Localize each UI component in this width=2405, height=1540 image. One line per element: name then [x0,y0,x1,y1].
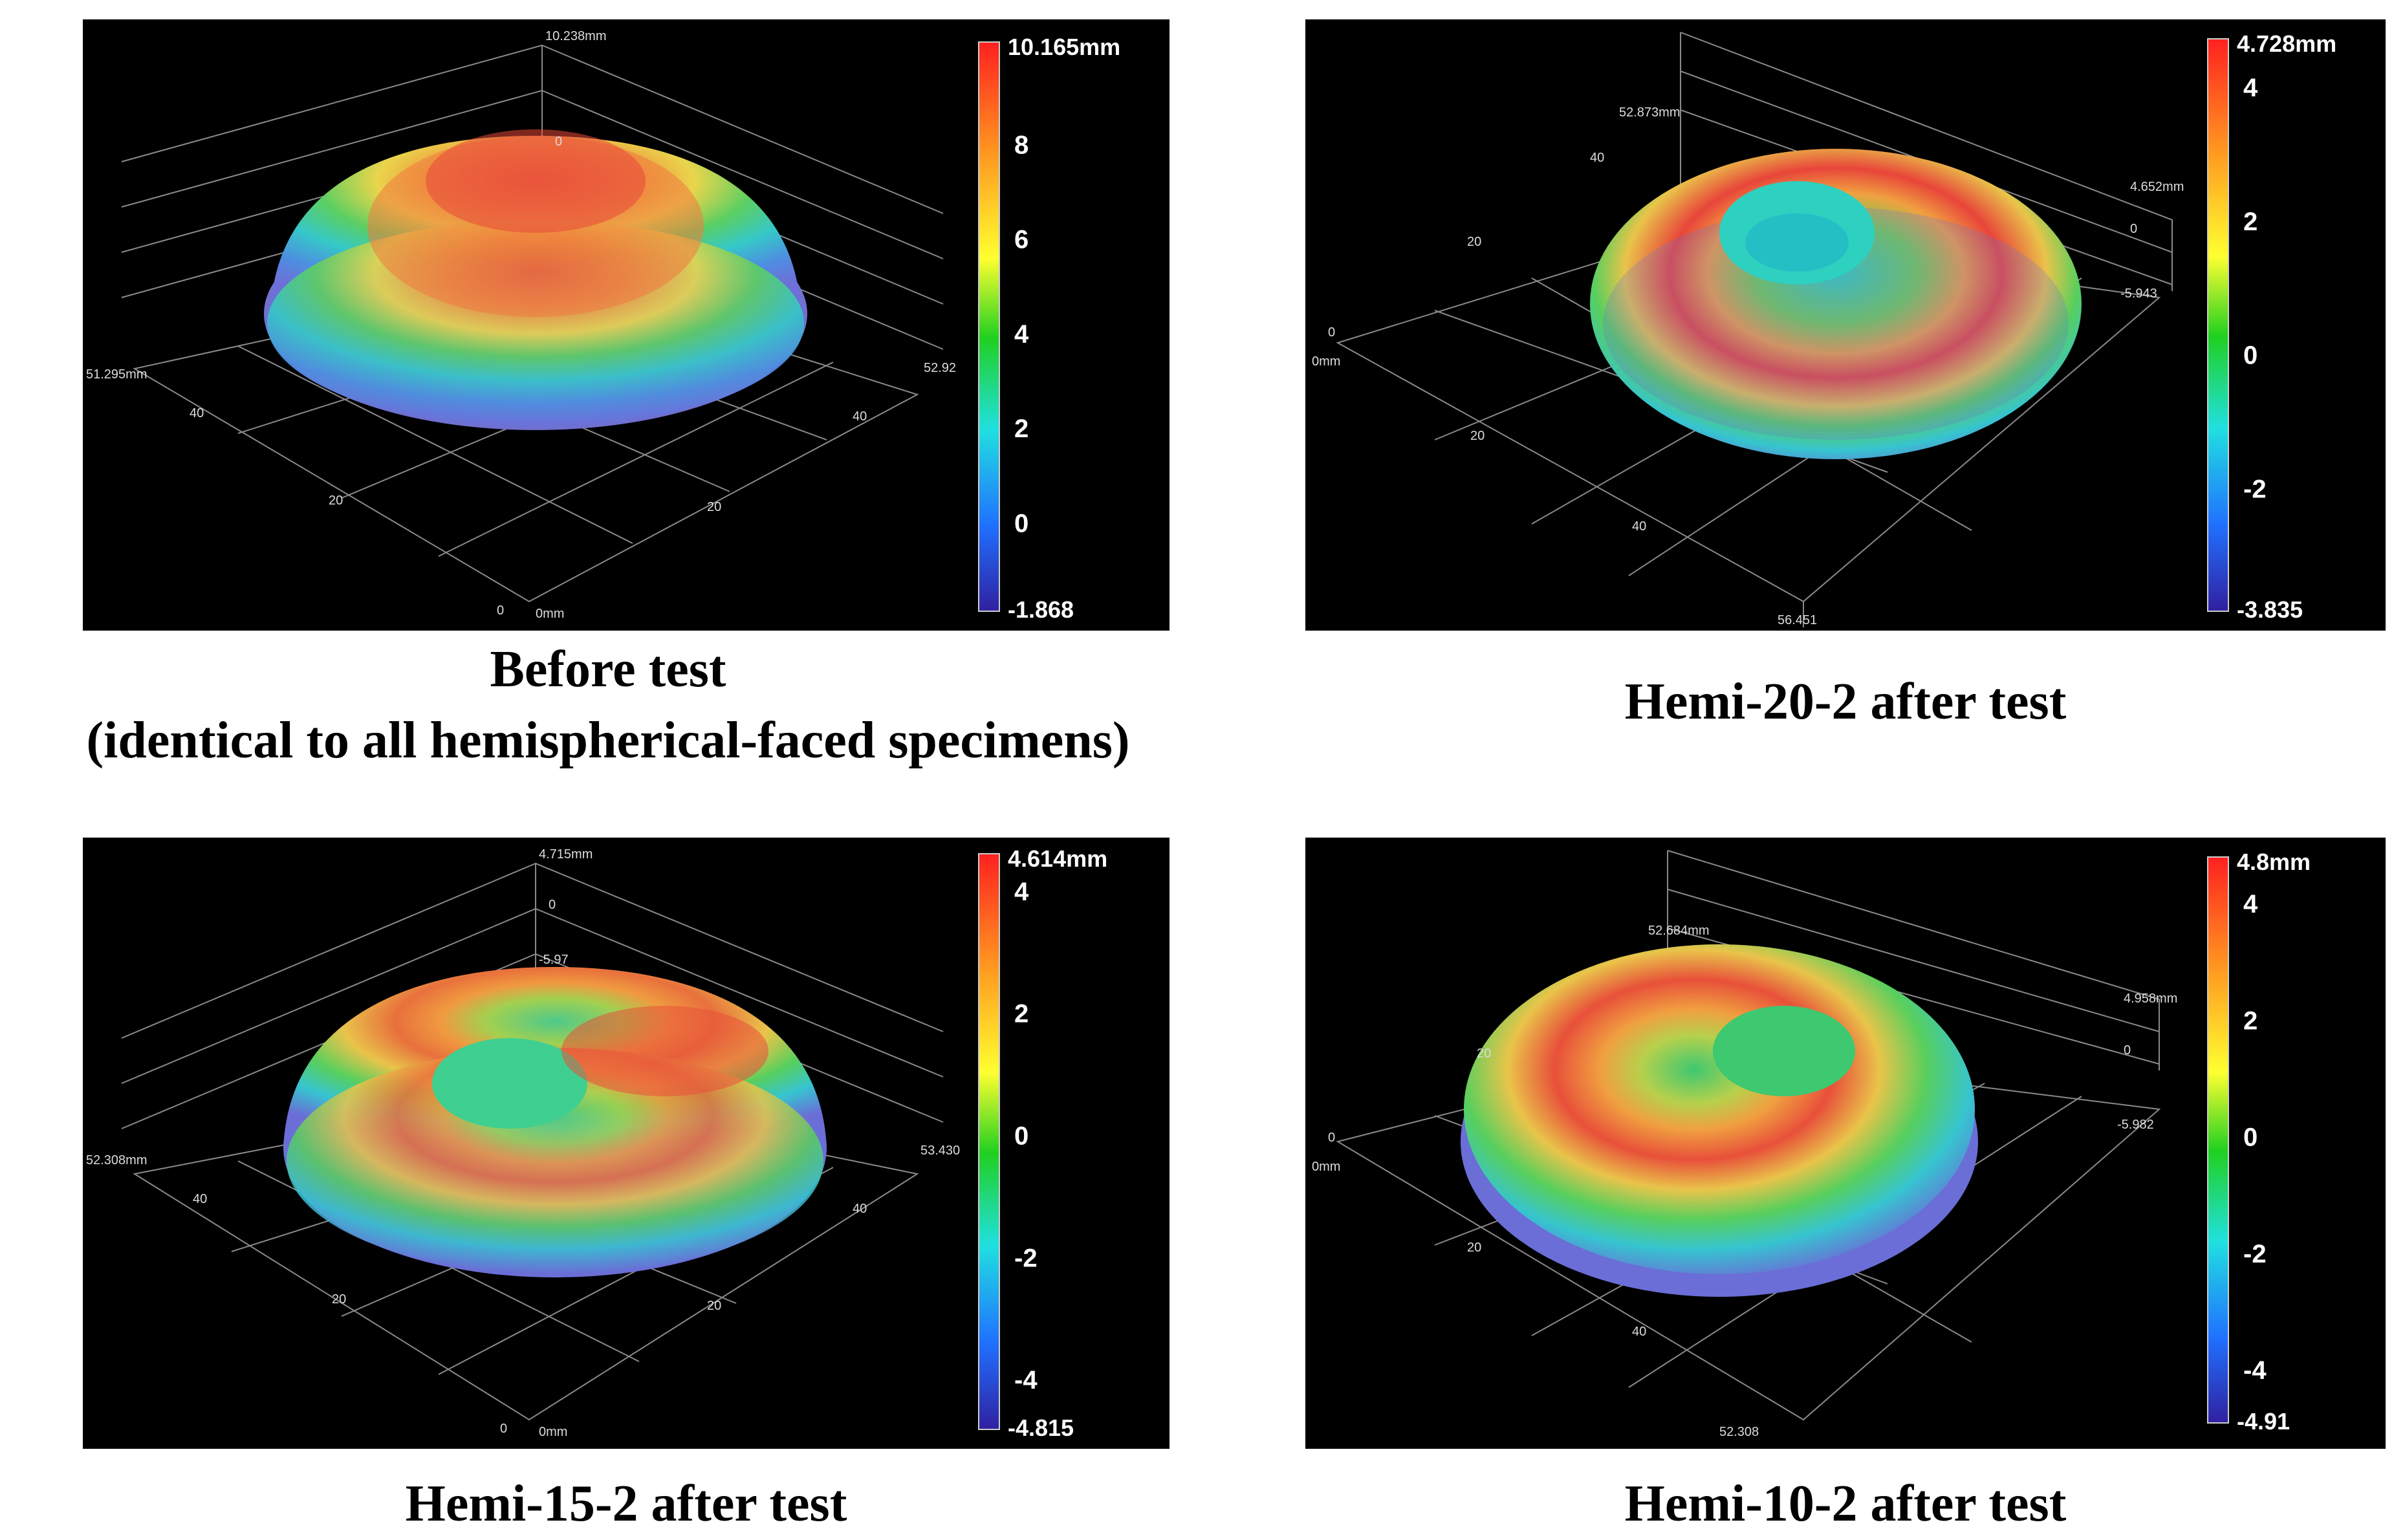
colorbar-tick-label: 0 [1014,509,1028,537]
axis-label: 51.295mm [86,367,147,382]
axis-label: 0 [2130,222,2137,236]
axis-label: 0 [2124,1043,2131,1057]
colorbar-max-label: 4.614mm [1008,845,1107,872]
colorbar-tick-label: -2 [2243,475,2267,503]
axis-label: 0 [1328,325,1335,340]
axis-label: 20 [1467,235,1481,249]
surface-plot-hemi-10-2: 52.684mm 20 0 0mm 20 40 52.308 4.958mm 0… [1305,838,2386,1449]
colorbar-tick-label: 0 [1014,1122,1028,1151]
axis-label: 40 [853,409,867,424]
caption-line: Hemi-15-2 after test [405,1475,847,1532]
surface-plot-hemi-20-2: 52.873mm 40 20 0 0mm 20 40 56.451 4.652m… [1305,19,2386,631]
axis-label: 0 [497,603,504,618]
axis-label: 40 [1590,151,1604,165]
caption-hemi-15-2: Hemi-15-2 after test [83,1468,1170,1539]
axis-label: 0mm [536,607,564,621]
caption-before-test: Before test (identical to all hemispheri… [0,634,1216,776]
axis-label: -5.943 [2120,287,2157,301]
axis-label: 0 [1328,1131,1335,1145]
colorbar-min-label: -3.835 [2237,596,2303,623]
colorbar-tick-label: 4 [1014,320,1029,349]
axis-label: 20 [707,500,721,514]
colorbar-tick-label: 2 [2243,208,2258,236]
colorbar-tick-label: -4 [2243,1356,2267,1385]
caption-hemi-10-2: Hemi-10-2 after test [1305,1468,2386,1539]
colorbar-tick-label: 4 [2243,74,2258,102]
caption-line: (identical to all hemispherical-faced sp… [86,712,1130,769]
axis-label: -5.97 [539,953,569,967]
surface-plot-before-test: 10.238mm 0 51.295mm 52.92 40 20 20 40 0 … [83,19,1170,631]
axis-label: 4.652mm [2130,180,2184,194]
axis-label: 20 [1470,429,1485,443]
axis-label: 40 [1632,1325,1646,1339]
axis-label: 40 [853,1202,867,1216]
colorbar-min-label: -4.815 [1008,1415,1074,1441]
axis-label: 52.92 [924,361,956,375]
axis-label: 40 [1632,519,1646,534]
colorbar: 4.728mm -3.835 4 2 0 -2 [2207,30,2336,623]
axis-label: 20 [1477,1047,1491,1061]
caption-line: Before test [490,641,726,698]
colorbar: 4.8mm -4.91 4 2 0 -2 -4 [2207,849,2311,1435]
colorbar-tick-label: 8 [1014,131,1028,159]
axis-label: 52.873mm [1619,105,1681,120]
axis-label: 0 [549,898,556,912]
axis-label: 40 [193,1192,207,1206]
axis-label: 0mm [1312,354,1340,369]
colorbar-tick-label: 2 [1014,415,1028,443]
colorbar-max-label: 10.165mm [1008,34,1120,60]
axis-label: 52.308mm [86,1153,147,1167]
colorbar-tick-label: -2 [1014,1244,1038,1272]
colorbar-tick-label: -4 [1014,1366,1038,1394]
axis-label: 10.238mm [545,29,607,43]
colorbar-tick-label: -2 [2243,1240,2267,1268]
axis-label: 20 [332,1292,346,1307]
caption-hemi-20-2: Hemi-20-2 after test [1305,666,2386,737]
caption-line: Hemi-10-2 after test [1624,1475,2067,1532]
colorbar-tick-label: 2 [1014,1000,1028,1028]
colorbar-max-label: 4.8mm [2237,849,2311,875]
axis-label: 53.430 [920,1144,960,1158]
colorbar: 10.165mm -1.868 8 6 4 2 0 [978,34,1120,623]
axis-label: 56.451 [1778,613,1817,627]
axis-label: 4.715mm [539,847,593,862]
colorbar-max-label: 4.728mm [2237,30,2336,57]
axis-label: 52.308 [1719,1425,1759,1439]
scan-image-before: 10.238mm 0 51.295mm 52.92 40 20 20 40 0 … [86,29,1120,623]
axis-label: -5.982 [2117,1118,2154,1132]
colorbar-tick-label: 6 [1014,226,1028,254]
axis-label: 52.684mm [1648,924,1710,938]
colorbar-min-label: -1.868 [1008,596,1074,623]
colorbar-tick-label: 0 [2243,1123,2258,1152]
colorbar-min-label: -4.91 [2237,1408,2290,1435]
axis-label: 4.958mm [2124,992,2177,1006]
colorbar-tick-label: 4 [1014,878,1029,906]
caption-line: Hemi-20-2 after test [1624,673,2067,730]
axis-label: 20 [1467,1241,1481,1255]
scan-image-hemi-15-2: 4.715mm 0 -5.97 52.308mm 53.430 40 20 20… [86,845,1107,1441]
axis-label: 20 [329,493,343,508]
surface-plot-hemi-15-2: 4.715mm 0 -5.97 52.308mm 53.430 40 20 20… [83,838,1170,1449]
axis-label: 0 [555,135,562,149]
axis-label: 0mm [1312,1160,1340,1174]
colorbar-tick-label: 2 [2243,1006,2258,1035]
colorbar: 4.614mm -4.815 4 2 0 -2 -4 [978,845,1107,1441]
axis-label: 0mm [539,1425,567,1439]
colorbar-tick-label: 4 [2243,890,2258,918]
scan-image-hemi-20-2: 52.873mm 40 20 0 0mm 20 40 56.451 4.652m… [1312,30,2336,627]
scan-image-hemi-10-2: 52.684mm 20 0 0mm 20 40 52.308 4.958mm 0… [1312,849,2311,1439]
axis-label: 0 [500,1422,507,1436]
axis-label: 40 [190,406,204,420]
axis-label: 20 [707,1299,721,1313]
colorbar-tick-label: 0 [2243,342,2258,370]
